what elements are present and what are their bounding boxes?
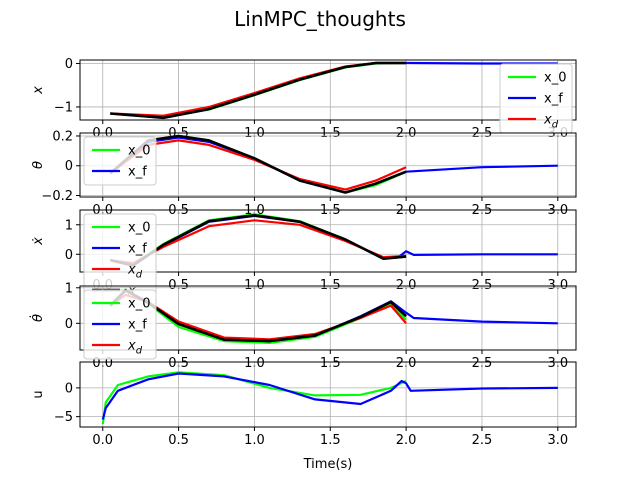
axes-frame <box>79 361 577 428</box>
series-line-xd <box>109 139 407 191</box>
y-tick-label: 0 <box>65 57 73 72</box>
legend-label-xd: xd <box>543 113 559 131</box>
subplots-group: 0−10.00.51.01.52.02.53.0xx_0x_fxd0.20−0.… <box>30 57 577 448</box>
legend-label-x0: x_0 <box>128 144 150 159</box>
y-tick-label: −0.2 <box>41 189 73 204</box>
legend-label-xf: x_f <box>544 92 563 107</box>
y-tick-label: 0 <box>65 159 73 174</box>
legend: x_0 x_f <box>83 136 157 186</box>
series-group <box>110 213 558 267</box>
y-tick-label: −1 <box>54 100 73 115</box>
axes-frame <box>79 132 577 198</box>
series-group <box>110 61 558 120</box>
x-tick-label: 3.0 <box>547 433 568 448</box>
y-axis-label: θ̇ <box>30 314 46 322</box>
legend-label-xd: xd <box>127 263 143 281</box>
series-line-xf <box>101 372 558 420</box>
y-axis-label: x <box>31 86 46 95</box>
series-line-xd <box>110 61 407 117</box>
y-tick-label: −5 <box>54 410 73 425</box>
y-axis-label: ẋ <box>31 237 46 246</box>
series-line-x <box>109 134 407 194</box>
legend: x_0 x_fxd <box>499 63 573 134</box>
y-tick-label: 0 <box>65 381 73 396</box>
legend-label-xf: x_f <box>128 242 147 257</box>
y-tick-label: 0 <box>65 248 73 263</box>
subplot-1: 0−10.00.51.01.52.02.53.0xx_0x_fxd <box>31 57 577 141</box>
legend-label-xf: x_f <box>128 165 147 180</box>
y-axis-label: θ <box>31 161 46 169</box>
x-tick-label: 2.0 <box>396 433 417 448</box>
chart-title: LinMPC_thoughts <box>234 7 406 31</box>
grid <box>80 286 576 350</box>
series-group <box>101 371 558 425</box>
y-axis-label: u <box>31 390 46 398</box>
series-line-x0 <box>101 371 407 425</box>
x-tick-label: 0.5 <box>168 433 189 448</box>
x-tick-label: 1.5 <box>320 433 341 448</box>
x-tick-label: 0.0 <box>92 433 113 448</box>
legend: x_0 x_fxd <box>83 289 157 360</box>
legend-label-xd: xd <box>127 339 143 357</box>
grid <box>80 210 576 272</box>
x-axis-label: Time(s) <box>303 457 353 472</box>
legend-label-x0: x_0 <box>544 71 566 86</box>
subplot-4: 100.0 0.5 1.0 1.5 2.0 2.5 3.0θ̇x_0x_fxd <box>30 281 577 371</box>
series-group <box>109 288 558 344</box>
series-group <box>109 134 558 194</box>
y-tick-label: 1 <box>65 281 73 296</box>
legend-label-x0: x_0 <box>128 297 150 312</box>
axes-frame <box>79 209 577 273</box>
series-line-x <box>110 61 407 120</box>
x-tick-label: 1.0 <box>244 433 265 448</box>
series-line-xf <box>109 136 558 194</box>
y-tick-label: 0.2 <box>52 129 73 144</box>
series-line-xf <box>109 289 558 343</box>
subplot-5: 0 −5 0.0 0.5 1.0 1.5 2.0 2.5 3.0 u <box>31 361 577 448</box>
axes-frame <box>79 59 577 121</box>
axes-frame <box>79 285 577 351</box>
y-tick-label: 0 <box>65 317 73 332</box>
legend-label-x0: x_0 <box>128 221 150 236</box>
y-tick-label: 1 <box>65 218 73 233</box>
legend-label-xf: x_f <box>128 318 147 333</box>
x-tick-label: 2.5 <box>472 433 493 448</box>
subplot-2: 0.20−0.20.0 0.5 1.0 1.5 2.0 2.5 3.0θx_0x_f <box>31 129 577 218</box>
series-line-x0 <box>110 61 407 119</box>
